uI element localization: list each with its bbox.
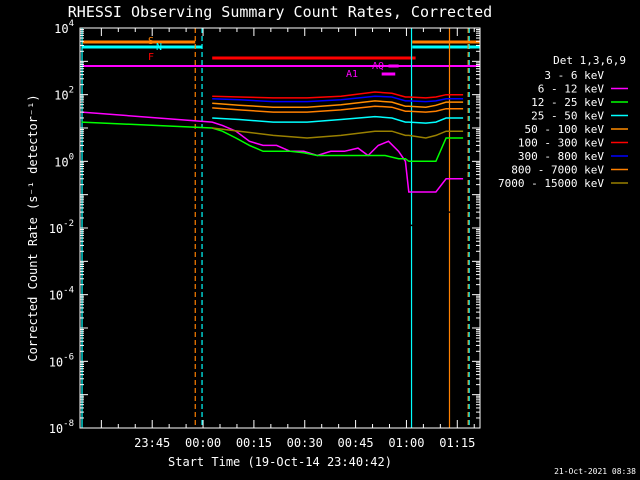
legend-entry: 6 - 12 keV — [538, 83, 605, 96]
legend-entry: 25 - 50 keV — [531, 110, 604, 123]
x-axis-label: Start Time (19-Oct-14 23:40:42) — [168, 455, 392, 469]
legend-entry: 300 - 800 keV — [518, 150, 604, 163]
chart-title: RHESSI Observing Summary Count Rates, Co… — [68, 3, 492, 21]
series-line — [212, 105, 464, 113]
legend-entry: 100 - 300 keV — [518, 137, 604, 150]
x-tick-label: 00:30 — [287, 436, 323, 450]
series-line — [212, 95, 464, 103]
x-tick-label: 00:00 — [185, 436, 221, 450]
x-tick-label: 00:15 — [236, 436, 272, 450]
x-tick-label: 01:00 — [388, 436, 424, 450]
series-line — [212, 115, 464, 124]
flag-label: AQ — [372, 61, 384, 72]
footer-date: 21-Oct-2021 08:38 — [554, 467, 636, 476]
legend-entry: 50 - 100 keV — [525, 123, 605, 136]
y-axis-label: Corrected Count Rate (s⁻¹ detector⁻¹) — [26, 94, 40, 361]
x-tick-label: 00:45 — [338, 436, 374, 450]
x-tick-label: 23:45 — [134, 436, 170, 450]
series-line — [81, 111, 464, 193]
legend-entry: 12 - 25 keV — [531, 96, 604, 109]
series-line — [212, 100, 464, 108]
series-line — [212, 91, 464, 99]
flag-bars: SNF AQ A1 — [81, 36, 480, 80]
flag-label: S — [148, 36, 154, 47]
x-tick-label: 01:15 — [439, 436, 475, 450]
x-axis-ticks: 23:45 00:00 00:15 00:30 00:45 01:00 01:15 — [100, 28, 475, 450]
legend-title: Det 1,3,6,9 — [553, 54, 626, 67]
series-line — [212, 127, 464, 139]
legend-entry: 3 - 6 keV — [544, 69, 604, 82]
series-line — [81, 121, 464, 163]
flag-label: F — [148, 52, 154, 63]
legend-entry: 7000 - 15000 keV — [498, 177, 604, 190]
flag-label: N — [156, 42, 162, 53]
series-lines — [81, 91, 464, 227]
flag-label: A1 — [346, 69, 358, 80]
legend-entry: 800 - 7000 keV — [511, 164, 604, 177]
